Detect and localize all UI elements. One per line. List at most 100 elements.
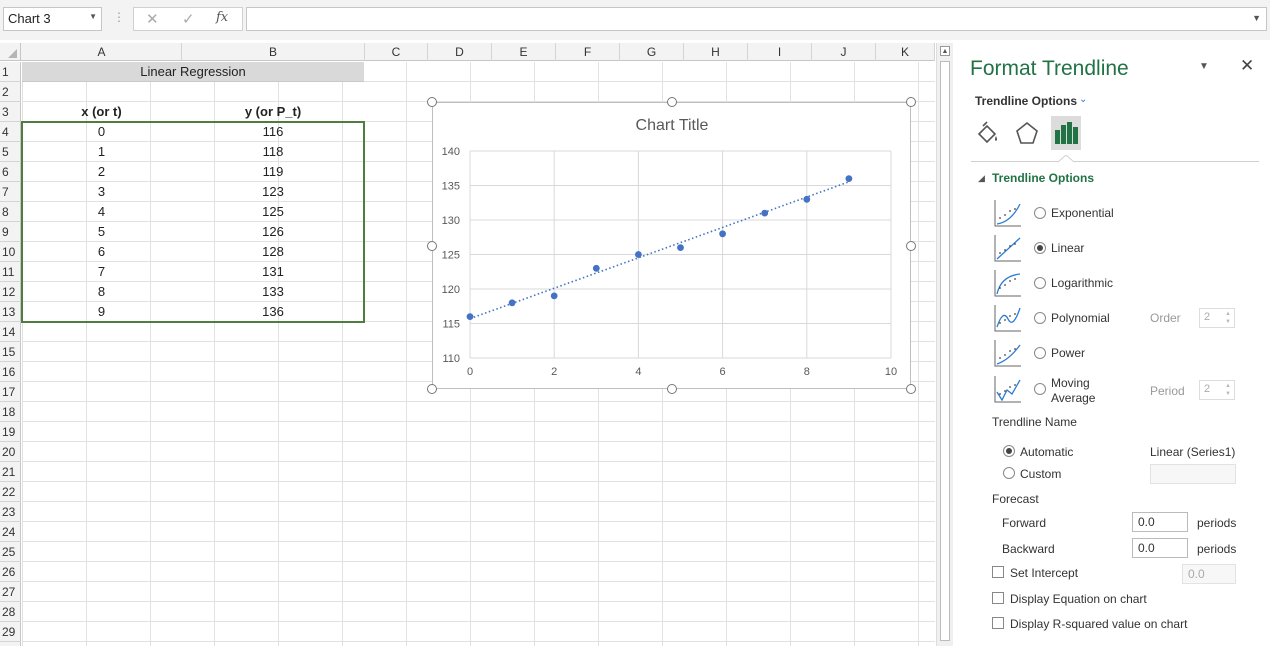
display-r2-checkbox[interactable] [992,617,1004,629]
y-value-cell[interactable]: 118 [262,144,284,159]
row-header-28[interactable]: 28 [0,602,21,622]
x-value-cell[interactable]: 4 [97,204,106,219]
trendline-type-label[interactable]: Exponential [1051,206,1114,220]
y-value-cell[interactable]: 133 [262,284,284,299]
trendline-type-label[interactable]: Linear [1051,241,1085,255]
row-header-4[interactable]: 4 [0,122,21,142]
row-header-25[interactable]: 25 [0,542,21,562]
display-r2-label[interactable]: Display R-squared value on chart [1010,617,1188,631]
row-header-17[interactable]: 17 [0,382,21,402]
row-header-16[interactable]: 16 [0,362,21,382]
row-header-24[interactable]: 24 [0,522,21,542]
x-value-cell[interactable]: 9 [97,304,106,319]
trendline-linear-icon[interactable] [993,233,1023,263]
trendline[interactable] [469,181,850,320]
trendline-type-polynomial[interactable]: Polynomial [993,303,1253,333]
trendline-exponential-icon[interactable] [993,198,1023,228]
x-value-cell[interactable]: 7 [97,264,106,279]
resize-handle[interactable] [427,240,437,251]
trendline-options-dropdown[interactable]: Trendline Options [975,94,1078,108]
header-x-cell[interactable]: x (or t) [81,104,122,119]
enter-icon[interactable]: ✓ [182,11,195,28]
fill-line-tab-icon[interactable] [972,116,1002,150]
column-header-j[interactable]: J [812,43,876,61]
trendline-logarithmic-icon[interactable] [993,268,1023,298]
resize-handle[interactable] [666,384,677,394]
effects-tab-icon[interactable] [1012,116,1042,150]
insert-function-icon[interactable]: fx [216,10,229,25]
name-custom-label[interactable]: Custom [1020,467,1062,481]
expand-formula-bar-icon[interactable]: ▼ [1252,13,1261,23]
data-point[interactable] [677,244,684,252]
row-header-15[interactable]: 15 [0,342,21,362]
chevron-down-icon[interactable]: ▼ [1199,61,1209,72]
trendline-type-radio[interactable] [1034,242,1046,254]
trendline-type-radio[interactable] [1034,347,1046,359]
trendline-type-label[interactable]: Polynomial [1051,311,1110,325]
forward-input[interactable]: 0.0 [1132,512,1188,532]
section-title[interactable]: Trendline Options [992,171,1095,185]
row-header-23[interactable]: 23 [0,502,21,522]
trendline-type-exponential[interactable]: Exponential [993,198,1253,228]
scroll-up-icon[interactable]: ▲ [940,46,950,56]
x-value-cell[interactable]: 0 [97,124,106,139]
order-spinner[interactable]: 2 ▲ ▼ [1199,308,1235,328]
trendline-type-label[interactable]: Power [1051,346,1086,360]
trendline-type-label[interactable]: Moving Average [1051,376,1096,405]
y-value-cell[interactable]: 131 [262,264,284,279]
resize-handle[interactable] [427,97,437,107]
x-value-cell[interactable]: 6 [97,244,106,259]
spinner-arrows-icon[interactable]: ▲ ▼ [1225,383,1231,397]
custom-name-input[interactable] [1150,464,1236,484]
row-header-1[interactable]: 1 [0,62,21,82]
row-header-22[interactable]: 22 [0,482,21,502]
set-intercept-input[interactable]: 0.0 [1182,564,1236,584]
collapse-section-icon[interactable]: ◢ [978,173,985,183]
more-options-icon[interactable]: ⋮ [113,10,125,24]
y-value-cell[interactable]: 126 [262,224,284,239]
data-point[interactable] [550,292,558,300]
chart-title[interactable]: Chart Title [636,117,709,134]
header-y-cell[interactable]: y (or P_t) [244,104,302,119]
row-header-18[interactable]: 18 [0,402,21,422]
x-value-cell[interactable]: 3 [97,184,106,199]
vertical-scrollbar[interactable]: ▲ [936,43,953,646]
x-value-cell[interactable]: 1 [97,144,106,159]
data-point[interactable] [803,195,811,203]
name-custom-radio[interactable] [1003,467,1015,479]
y-value-cell[interactable]: 123 [262,184,284,199]
row-header-19[interactable]: 19 [0,422,21,442]
column-header-g[interactable]: G [620,43,684,61]
data-point[interactable] [592,264,600,272]
name-automatic-radio[interactable] [1003,445,1015,457]
data-point[interactable] [508,299,516,307]
name-box[interactable]: Chart 3 ▼ [3,7,102,31]
chart[interactable]: Chart Title 110 115 120 125 130 135 140 0 2 4 6 8 10 [432,102,911,389]
column-header-f[interactable]: F [556,43,620,61]
column-header-d[interactable]: D [428,43,492,61]
chevron-down-icon[interactable]: ⌄ [1079,94,1088,105]
row-header-8[interactable]: 8 [0,202,21,222]
trendline-moving-average-icon[interactable] [993,374,1023,404]
close-icon[interactable]: ✕ [1240,56,1255,75]
chevron-down-icon[interactable]: ▼ [89,12,97,21]
row-header-20[interactable]: 20 [0,442,21,462]
display-equation-label[interactable]: Display Equation on chart [1010,592,1147,606]
resize-handle[interactable] [906,240,916,251]
column-header-k[interactable]: K [876,43,935,61]
backward-input[interactable]: 0.0 [1132,538,1188,558]
trendline-type-moving-average[interactable]: Moving Average [993,374,1253,405]
trendline-polynomial-icon[interactable] [993,303,1023,333]
resize-handle[interactable] [666,97,677,107]
row-header-7[interactable]: 7 [0,182,21,202]
trendline-type-radio[interactable] [1034,312,1046,324]
data-point[interactable] [761,209,769,217]
trendline-options-tab-icon[interactable] [1051,116,1081,150]
y-value-cell[interactable]: 116 [262,124,284,139]
column-header-e[interactable]: E [492,43,556,61]
resize-handle[interactable] [427,384,437,394]
name-automatic-label[interactable]: Automatic [1020,445,1074,459]
column-header-h[interactable]: H [684,43,748,61]
data-point[interactable] [466,313,474,320]
x-value-cell[interactable]: 5 [97,224,106,239]
